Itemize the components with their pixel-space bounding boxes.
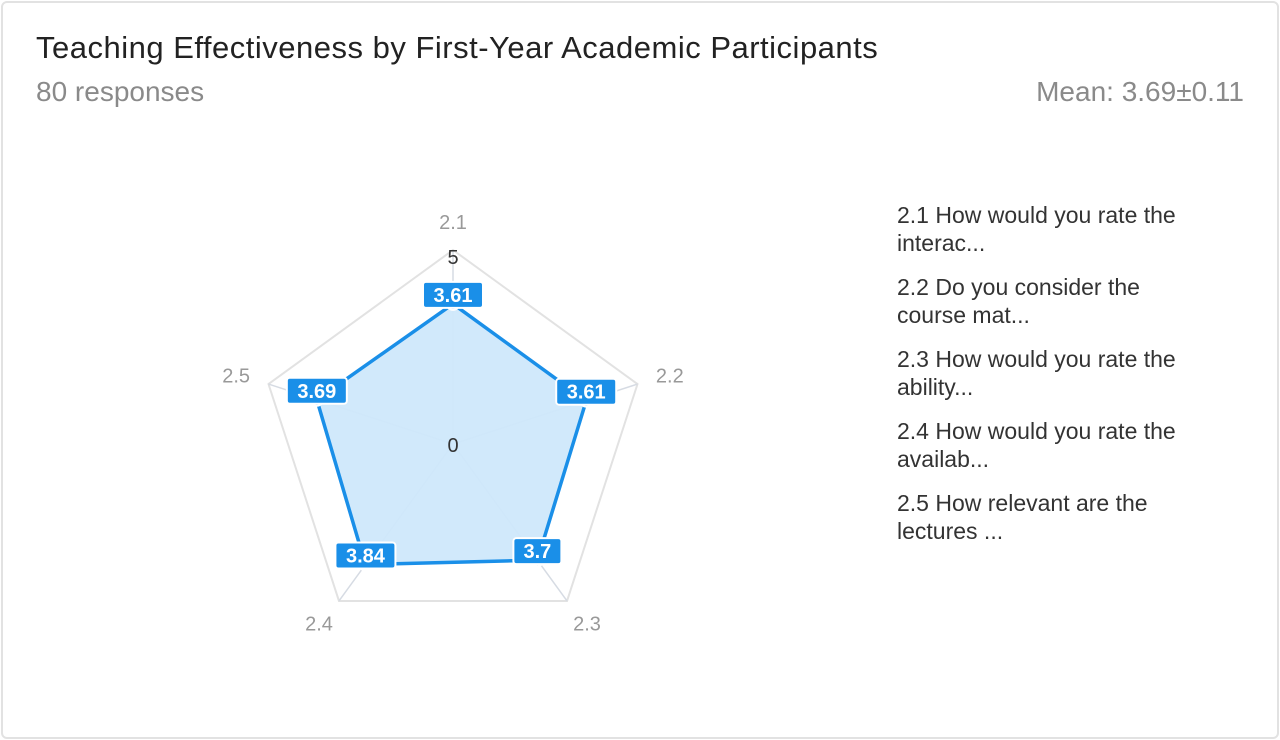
axis-label: 2.4 (305, 614, 333, 636)
response-count: 80 responses (36, 76, 205, 107)
data-label-text: 3.7 (523, 541, 551, 563)
data-label: 3.61 (422, 280, 484, 309)
data-label-text: 3.84 (346, 546, 386, 568)
data-label-box (422, 280, 484, 309)
legend-item-2-2: 2.2 Do you consider the course mat... (897, 274, 1140, 328)
tick-label: 0 (447, 435, 458, 457)
legend-item-2-5: 2.5 How relevant are the lectures ... (897, 490, 1148, 544)
chart-legend: 2.1 How would you rate the interac... 2.… (897, 201, 1197, 561)
axis-label: 2.1 (439, 212, 467, 234)
data-label: 3.84 (334, 541, 397, 570)
data-label: 3.7 (512, 537, 563, 566)
data-label-box (285, 376, 348, 405)
radar-chart: 0 5 2.1 2.2 2.3 2.4 2.5 3.61 3.61 3.7 3.84 3.69 (222, 212, 684, 636)
data-label: 3.69 (285, 376, 348, 405)
radar-grid (267, 248, 639, 602)
data-label-text: 3.69 (297, 381, 336, 403)
data-label-box (334, 541, 397, 570)
data-label: 3.61 (555, 377, 618, 406)
chart-title: Teaching Effectiveness by First-Year Aca… (36, 30, 879, 65)
legend-item-2-4: 2.4 How would you rate the availab... (897, 418, 1176, 472)
axis-label: 2.3 (573, 614, 601, 636)
data-label-text: 3.61 (434, 285, 473, 307)
legend-item-2-1: 2.1 How would you rate the interac... (897, 202, 1176, 256)
data-label-box (512, 537, 563, 566)
data-label-box (555, 377, 618, 406)
axis-label: 2.2 (656, 365, 684, 387)
data-label-text: 3.61 (567, 382, 606, 404)
mean-score: Mean: 3.69±0.11 (1036, 76, 1244, 107)
axis-label: 2.5 (222, 365, 250, 387)
legend-item-2-3: 2.3 How would you rate the ability... (897, 346, 1176, 400)
tick-label: 5 (447, 247, 458, 269)
